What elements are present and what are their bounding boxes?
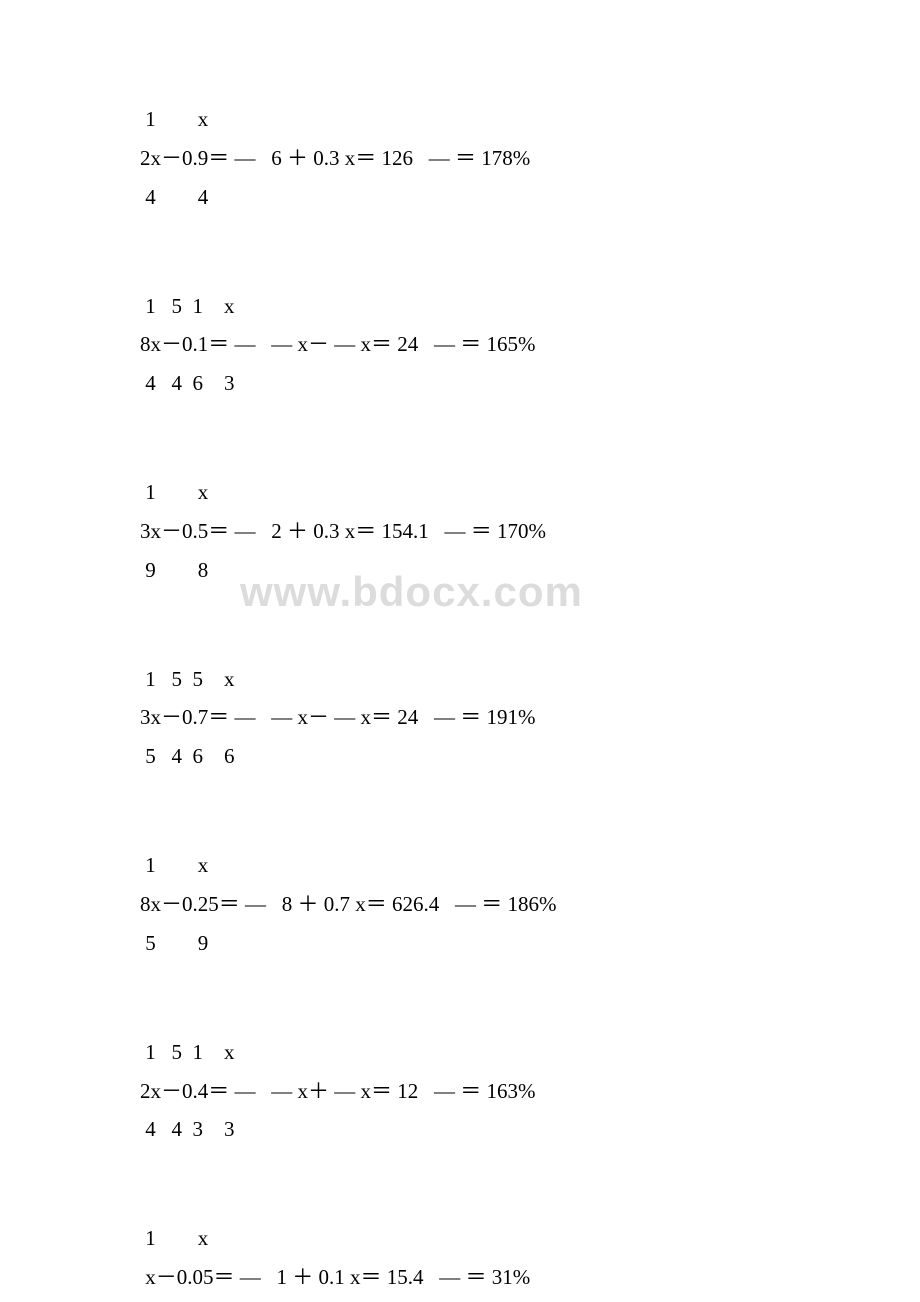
eq-middle: 2x－0.4＝ — — x＋ — x＝ 12 — ＝ 163% bbox=[140, 1072, 790, 1111]
eq-bottom: 4 4 3 3 bbox=[140, 1110, 790, 1149]
eq-bottom: 5 4 6 6 bbox=[140, 737, 790, 776]
eq-top: 1 x bbox=[140, 100, 790, 139]
eq-bottom: 5 9 bbox=[140, 924, 790, 963]
eq-middle: x－0.05＝ — 1 ＋ 0.1 x＝ 15.4 — ＝ 31% bbox=[140, 1258, 790, 1297]
eq-top: 1 5 1 x bbox=[140, 287, 790, 326]
eq-top: 1 x bbox=[140, 846, 790, 885]
equation-row: 1 5 5 x 3x－0.7＝ — — x－ — x＝ 24 — ＝ 191% … bbox=[140, 660, 790, 777]
eq-middle: 8x－0.1＝ — — x－ — x＝ 24 — ＝ 165% bbox=[140, 325, 790, 364]
eq-middle: 2x－0.9＝ — 6 ＋ 0.3 x＝ 126 — ＝ 178% bbox=[140, 139, 790, 178]
eq-top: 1 x bbox=[140, 473, 790, 512]
content-area: 1 x 2x－0.9＝ — 6 ＋ 0.3 x＝ 126 — ＝ 178% 4 … bbox=[140, 100, 790, 1297]
equation-row: 1 5 1 x 8x－0.1＝ — — x－ — x＝ 24 — ＝ 165% … bbox=[140, 287, 790, 404]
eq-top: 1 x bbox=[140, 1219, 790, 1258]
eq-bottom: 9 8 bbox=[140, 551, 790, 590]
eq-top: 1 5 1 x bbox=[140, 1033, 790, 1072]
eq-middle: 3x－0.5＝ — 2 ＋ 0.3 x＝ 154.1 — ＝ 170% bbox=[140, 512, 790, 551]
eq-middle: 3x－0.7＝ — — x－ — x＝ 24 — ＝ 191% bbox=[140, 698, 790, 737]
equation-row: 1 x 3x－0.5＝ — 2 ＋ 0.3 x＝ 154.1 — ＝ 170% … bbox=[140, 473, 790, 590]
eq-top: 1 5 5 x bbox=[140, 660, 790, 699]
equation-row: 1 x 8x－0.25＝ — 8 ＋ 0.7 x＝ 626.4 — ＝ 186%… bbox=[140, 846, 790, 963]
equation-row: 1 x x－0.05＝ — 1 ＋ 0.1 x＝ 15.4 — ＝ 31% bbox=[140, 1219, 790, 1297]
eq-middle: 8x－0.25＝ — 8 ＋ 0.7 x＝ 626.4 — ＝ 186% bbox=[140, 885, 790, 924]
eq-bottom: 4 4 6 3 bbox=[140, 364, 790, 403]
equation-row: 1 5 1 x 2x－0.4＝ — — x＋ — x＝ 12 — ＝ 163% … bbox=[140, 1033, 790, 1150]
equation-row: 1 x 2x－0.9＝ — 6 ＋ 0.3 x＝ 126 — ＝ 178% 4 … bbox=[140, 100, 790, 217]
eq-bottom: 4 4 bbox=[140, 178, 790, 217]
